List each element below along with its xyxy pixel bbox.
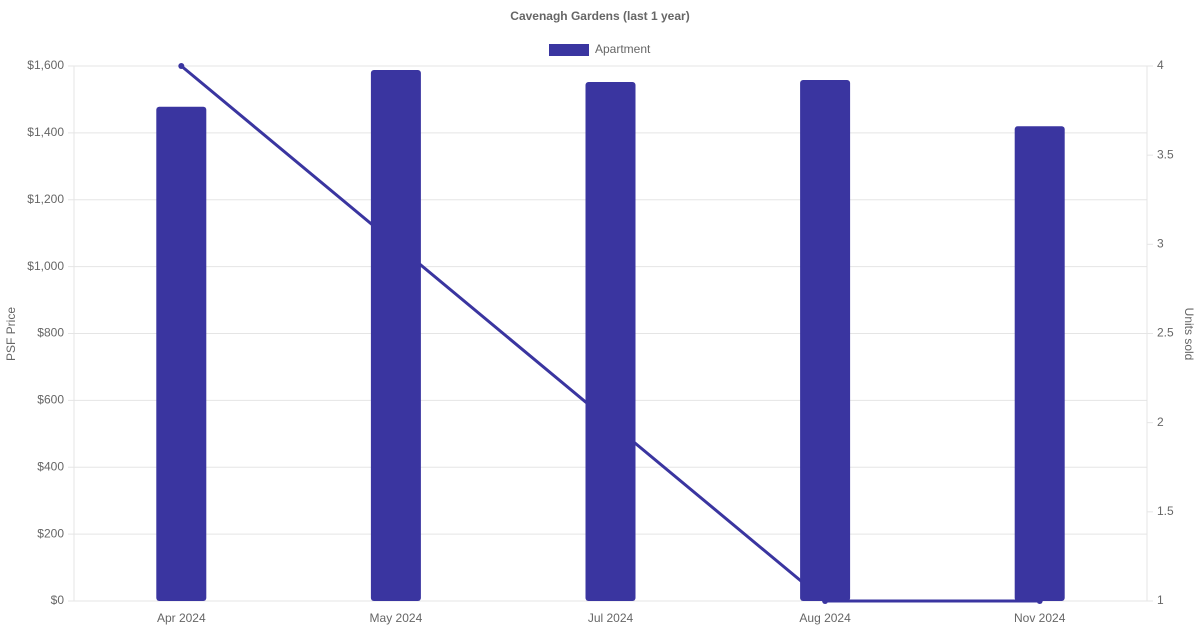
y-tick-label: $1,600 [27,58,64,72]
y-axis-title: PSF Price [4,307,18,361]
y-tick-label: $200 [37,526,64,540]
bar [800,80,851,601]
x-tick-label: Apr 2024 [157,611,206,625]
y-tick-label: $1,200 [27,192,64,206]
y-tick-label: $1,400 [27,125,64,139]
chart-title: Cavenagh Gardens (last 1 year) [510,9,689,23]
y-tick-label: $400 [37,459,64,473]
x-tick-label: Aug 2024 [799,611,851,625]
y2-tick-label: 2.5 [1157,326,1174,340]
bar [1014,126,1065,601]
bar [156,106,207,601]
y2-tick-label: 3 [1157,237,1164,251]
y2-axis-title: Units sold [1182,308,1196,361]
y-tick-label: $1,000 [27,259,64,273]
bar [370,70,421,601]
y2-tick-label: 4 [1157,58,1164,72]
y-tick-label: $600 [37,393,64,407]
point [178,63,185,69]
y2-tick-label: 1.5 [1157,504,1174,518]
legend-swatch [549,44,589,56]
y-tick-label: $0 [51,593,65,607]
x-tick-label: Nov 2024 [1014,611,1066,625]
x-tick-label: May 2024 [370,611,423,625]
y2-tick-label: 2 [1157,415,1164,429]
bar [585,82,636,602]
y2-tick-label: 3.5 [1157,147,1174,161]
legend-label: Apartment [595,42,651,56]
y-tick-label: $800 [37,326,64,340]
y2-tick-label: 1 [1157,593,1164,607]
x-tick-label: Jul 2024 [588,611,634,625]
